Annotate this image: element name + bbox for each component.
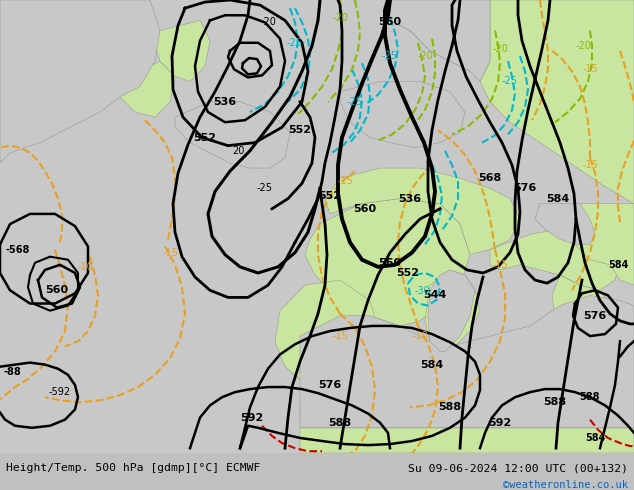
Polygon shape	[175, 102, 290, 168]
Text: -592: -592	[49, 387, 71, 397]
Polygon shape	[325, 168, 520, 255]
Text: 536: 536	[214, 97, 236, 107]
Text: 576: 576	[583, 311, 607, 321]
Text: 592: 592	[488, 417, 512, 428]
Polygon shape	[428, 270, 475, 351]
Text: 584: 584	[585, 433, 605, 443]
Polygon shape	[390, 0, 634, 163]
Polygon shape	[390, 0, 490, 81]
Text: -20: -20	[417, 51, 433, 61]
Polygon shape	[300, 428, 634, 453]
Polygon shape	[425, 270, 480, 351]
Polygon shape	[480, 0, 634, 204]
Text: -88: -88	[3, 367, 21, 377]
Text: 584: 584	[420, 360, 444, 369]
Text: 552: 552	[193, 132, 216, 143]
Text: 592: 592	[240, 413, 264, 422]
Text: Su 09-06-2024 12:00 UTC (00+132): Su 09-06-2024 12:00 UTC (00+132)	[408, 463, 628, 473]
Text: 560: 560	[378, 18, 401, 27]
Text: -15: -15	[582, 64, 598, 74]
Text: -30: -30	[414, 286, 430, 296]
Text: -20: -20	[260, 18, 276, 27]
Text: 560: 560	[378, 258, 401, 268]
Text: -15: -15	[492, 260, 508, 270]
Text: -10: -10	[412, 331, 428, 341]
Polygon shape	[120, 61, 175, 117]
Text: 576: 576	[514, 183, 536, 194]
Text: 552: 552	[396, 268, 420, 278]
Text: -15: -15	[332, 331, 348, 341]
Text: 584: 584	[608, 260, 628, 270]
Text: 568: 568	[479, 173, 501, 183]
Text: 552: 552	[318, 191, 342, 200]
Text: ©weatheronline.co.uk: ©weatheronline.co.uk	[503, 480, 628, 490]
Polygon shape	[340, 81, 465, 147]
Polygon shape	[275, 280, 380, 387]
Text: -25: -25	[382, 51, 398, 61]
Text: -15: -15	[582, 160, 598, 170]
Polygon shape	[552, 275, 610, 336]
Text: -15: -15	[337, 176, 353, 186]
Text: 20: 20	[232, 146, 244, 156]
Text: 576: 576	[318, 380, 342, 390]
Text: -10: -10	[77, 262, 93, 272]
Text: -25: -25	[257, 183, 273, 194]
Polygon shape	[305, 198, 470, 326]
Text: -568: -568	[6, 245, 30, 254]
Text: 584: 584	[547, 194, 569, 204]
Text: Height/Temp. 500 hPa [gdmp][°C] ECMWF: Height/Temp. 500 hPa [gdmp][°C] ECMWF	[6, 463, 261, 473]
Polygon shape	[300, 407, 634, 428]
Polygon shape	[490, 224, 620, 290]
Text: 544: 544	[424, 291, 447, 300]
Text: -25: -25	[502, 76, 518, 86]
Text: -20: -20	[492, 44, 508, 54]
Text: -15: -15	[162, 247, 178, 258]
Polygon shape	[535, 204, 595, 245]
Text: -20: -20	[575, 41, 591, 51]
Text: 536: 536	[398, 194, 422, 204]
Text: -25: -25	[287, 38, 303, 48]
Text: 588: 588	[579, 392, 600, 402]
Polygon shape	[0, 0, 160, 163]
Text: 588: 588	[328, 417, 352, 428]
Text: 560: 560	[46, 285, 68, 295]
Text: 588: 588	[543, 397, 567, 407]
Polygon shape	[155, 21, 210, 81]
Text: 552: 552	[288, 125, 311, 135]
Polygon shape	[300, 295, 634, 428]
Text: 588: 588	[439, 402, 462, 413]
Text: -25: -25	[347, 97, 363, 107]
Text: -20: -20	[332, 13, 348, 24]
Polygon shape	[570, 204, 634, 285]
Text: 560: 560	[353, 204, 377, 214]
